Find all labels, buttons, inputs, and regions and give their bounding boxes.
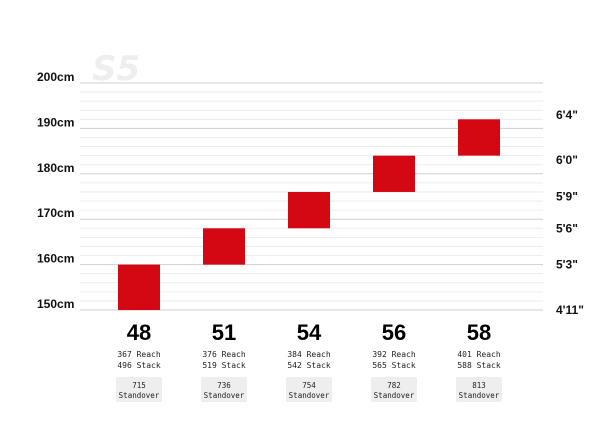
size-bar-54 (288, 191, 330, 229)
standover-value: 754 (302, 381, 316, 390)
standover-badge (286, 377, 332, 402)
size-bar-48 (118, 264, 160, 310)
standover-badge (116, 377, 162, 402)
reach-value: 401 Reach (457, 350, 501, 359)
size-label: 56 (382, 320, 406, 345)
standover-label: Standover (289, 391, 330, 400)
right-tick-label: 4'11" (556, 303, 584, 317)
size-label: 58 (467, 320, 491, 345)
standover-value: 782 (387, 381, 401, 390)
left-tick-label: 190cm (37, 115, 74, 129)
reach-value: 384 Reach (287, 350, 331, 359)
stack-value: 542 Stack (287, 361, 331, 370)
right-tick-label: 5'6" (556, 221, 578, 235)
reach-value: 392 Reach (372, 350, 416, 359)
right-tick-label: 6'0" (556, 153, 578, 167)
left-tick-label: 150cm (37, 297, 74, 311)
left-tick-label: 180cm (37, 161, 74, 175)
left-tick-label: 160cm (37, 252, 74, 266)
left-tick-label: 200cm (37, 70, 74, 84)
standover-badge (371, 377, 417, 402)
standover-label: Standover (204, 391, 245, 400)
left-tick-label: 170cm (37, 206, 74, 220)
size-bar-56 (373, 155, 415, 192)
standover-badge (201, 377, 247, 402)
size-bar-51 (203, 228, 245, 265)
standover-value: 813 (472, 381, 486, 390)
size-label: 51 (212, 320, 236, 345)
reach-value: 376 Reach (202, 350, 246, 359)
standover-value: 736 (217, 381, 231, 390)
standover-label: Standover (459, 391, 500, 400)
right-axis: 6'4" 6'0" 5'9" 5'6" 5'3" 4'11" (556, 108, 584, 317)
standover-label: Standover (119, 391, 160, 400)
left-axis: 200cm 190cm 180cm 170cm 160cm 150cm (37, 70, 74, 311)
right-tick-label: 5'3" (556, 258, 578, 272)
size-label: 48 (127, 320, 151, 345)
stack-value: 519 Stack (202, 361, 246, 370)
stack-value: 588 Stack (457, 361, 501, 370)
size-label: 54 (297, 320, 322, 345)
brand-logo: S5 (92, 49, 140, 89)
size-bar-58 (458, 119, 500, 156)
standover-label: Standover (374, 391, 415, 400)
standover-value: 715 (132, 381, 146, 390)
stack-value: 565 Stack (372, 361, 416, 370)
stack-value: 496 Stack (117, 361, 161, 370)
bars (118, 119, 500, 310)
reach-value: 367 Reach (117, 350, 161, 359)
standover-badge (456, 377, 502, 402)
right-tick-label: 6'4" (556, 108, 578, 122)
right-tick-label: 5'9" (556, 190, 578, 204)
